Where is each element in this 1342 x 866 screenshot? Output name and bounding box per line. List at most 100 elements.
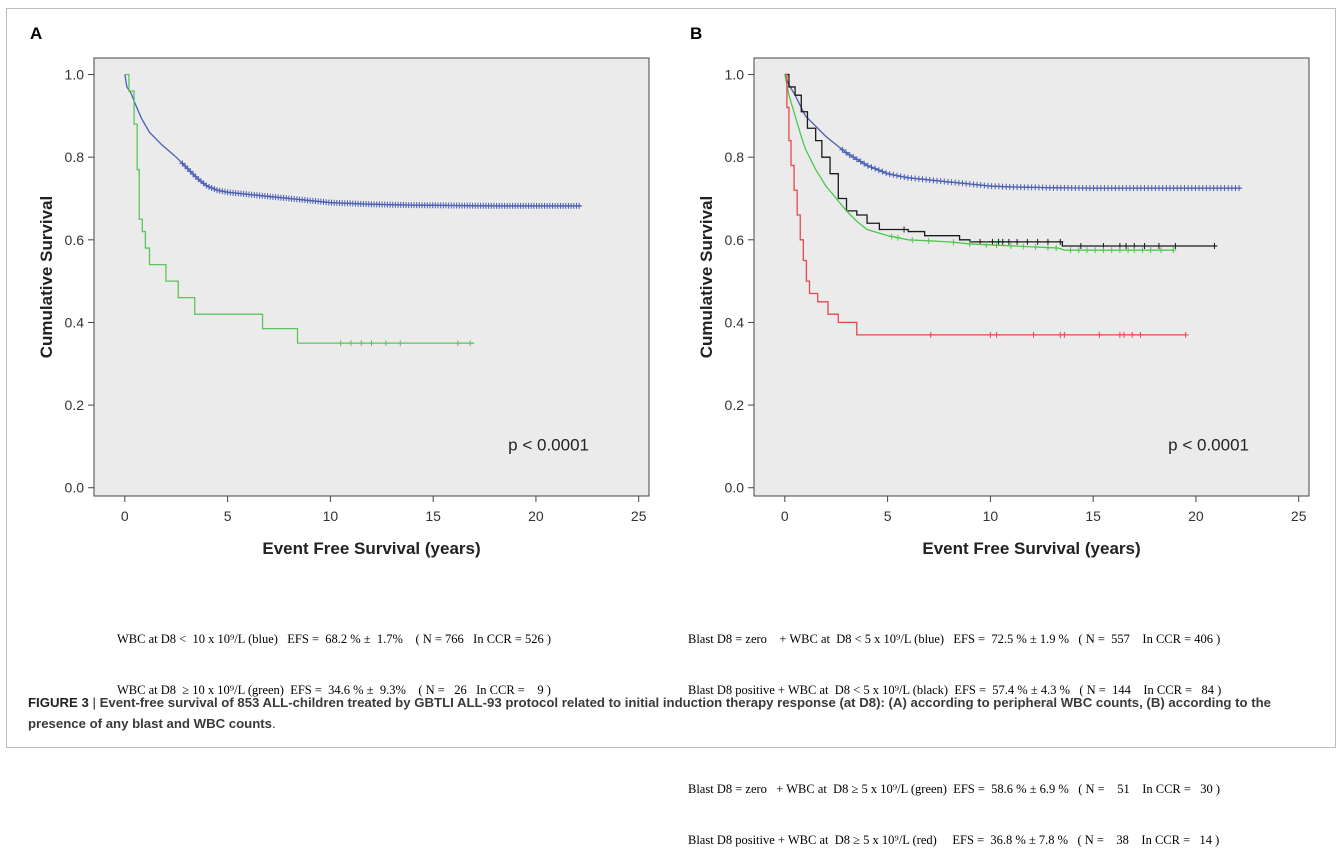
panel-a-series-1-censor-mark (397, 340, 404, 347)
panel-b-series-2-censor-mark (1116, 247, 1123, 254)
panel-a-xtick-label: 25 (631, 508, 647, 524)
panel-b-series-0-censor-mark (893, 172, 900, 179)
legend-b-row-red: Blast D8 positive + WBC at D8 ≥ 5 x 10⁹/… (688, 833, 1220, 847)
panel-a-series-0-censor-mark (203, 182, 210, 189)
legend-a: WBC at D8 < 10 x 10⁹/L (blue) EFS = 68.2… (117, 597, 551, 716)
panel-b-series-1-censor-mark (989, 238, 996, 245)
panel-b-series-1-censor-mark (1044, 238, 1051, 245)
panel-b-ytick-label: 0.4 (725, 314, 745, 330)
panel-b-series-0-censor-mark (1236, 185, 1243, 192)
caption-text: Event-free survival of 853 ALL-children … (28, 695, 1271, 731)
panel-a-series-1-censor-mark (347, 340, 354, 347)
panel-b-series-2-censor-mark (1131, 247, 1138, 254)
panel-a-letter: A (30, 24, 43, 43)
panel-a-y-axis-title: Cumulative Survival (37, 196, 56, 359)
legend-b-row-green: Blast D8 = zero + WBC at D8 ≥ 5 x 10⁹/L … (688, 782, 1221, 796)
panel-b-series-1-censor-mark (999, 238, 1006, 245)
panel-b-series-1-censor-mark (1014, 238, 1021, 245)
panel-b-series-0-censor-mark (875, 167, 882, 174)
panel-b-series-3-line (784, 73, 1186, 336)
panel-b-series-2-censor-mark (1139, 247, 1146, 254)
panel-b-y-axis-title: Cumulative Survival (697, 196, 716, 359)
panel-a-xtick-label: 15 (425, 508, 441, 524)
panel-b-series-2-censor-mark (888, 233, 895, 240)
panel-b-series-2-censor-mark (1147, 247, 1154, 254)
panel-b-ytick-label: 0.0 (725, 480, 745, 496)
panel-a-xtick-label: 20 (528, 508, 544, 524)
panel-b-series-0-censor-mark (857, 158, 864, 165)
panel-a-series-0-censor-mark (576, 202, 583, 209)
panel-b-series-1-censor-mark (1024, 238, 1031, 245)
panel-b-xtick-label: 0 (781, 508, 789, 524)
panel-b-series-1-line (784, 73, 1217, 247)
panel-b-series-1-censor-mark (1141, 243, 1148, 250)
panel-b-series-2-censor-mark (983, 241, 990, 248)
caption-label: FIGURE 3 (28, 695, 89, 710)
panel-a-series-0-censor-mark (206, 183, 213, 190)
panel-b-series-1-censor-mark (1077, 243, 1084, 250)
panel-a-series-0-censor-mark (219, 188, 226, 195)
panel-b-series-0-censor-mark (853, 156, 860, 163)
panel-b-series-2-censor-mark (1053, 244, 1060, 251)
panel-b-ytick-label: 0.8 (725, 149, 745, 165)
panel-a-series-1-censor-mark (358, 340, 365, 347)
panel-a-series-0-censor-mark (208, 184, 215, 191)
panel-b-series-2-censor-mark (1044, 244, 1051, 251)
panel-a-p-value: p < 0.0001 (508, 436, 589, 455)
panel-b-series-0-censor-mark (872, 165, 879, 172)
panel-b-series-2-censor-mark (1075, 247, 1082, 254)
panel-a-x-axis-title: Event Free Survival (years) (262, 539, 480, 558)
panel-b-series-2-censor-mark (1092, 247, 1099, 254)
panel-a-series-1-line (124, 73, 475, 344)
panel-b-series-2-censor-mark (925, 237, 932, 244)
panel-a-series-1-censor-mark (382, 340, 389, 347)
panel-a-series-0-censor-mark (182, 163, 189, 170)
legend-b-row-blue: Blast D8 = zero + WBC at D8 < 5 x 10⁹/L … (688, 632, 1221, 646)
panel-b-series-2-censor-mark (1108, 247, 1115, 254)
legend-b-spacer (688, 733, 1221, 747)
panel-b-series-3-censor-mark (987, 331, 994, 338)
panel-b: B 0.0 0.2 0.4 0.6 0.8 1.0 0 5 10 15 20 25 Event Free… (684, 20, 1342, 640)
panel-b-series-1-censor-mark (1211, 243, 1218, 250)
panel-b-series-2-censor-mark (894, 234, 901, 241)
panel-a-ytick-label: 1.0 (65, 67, 85, 83)
panel-b-series-2-censor-mark (1158, 247, 1164, 254)
legend-b-row-black: Blast D8 positive + WBC at D8 < 5 x 10⁹/… (688, 683, 1222, 697)
panel-b-series-3-censor-mark (1182, 331, 1189, 338)
panel-b-series-2-censor-mark (1125, 247, 1132, 254)
caption-period: . (272, 716, 276, 731)
panel-a-xtick-label: 10 (323, 508, 339, 524)
panel-a-series-1-censor-mark (454, 340, 461, 347)
legend-a-row-blue: WBC at D8 < 10 x 10⁹/L (blue) EFS = 68.2… (117, 632, 552, 646)
panel-b-ytick-label: 0.6 (725, 232, 745, 248)
panel-b-letter: B (690, 24, 703, 43)
panel-b-xtick-label: 25 (1291, 508, 1307, 524)
panel-a-ytick-label: 0.8 (65, 149, 85, 165)
panel-b-series-1-censor-mark (901, 226, 908, 233)
panel-b-series-1-censor-mark (1034, 238, 1041, 245)
panel-a-series-0-censor-mark (184, 165, 191, 172)
panel-a-series-0-censor-mark (211, 186, 218, 193)
panel-b-chart: 0.0 0.2 0.4 0.6 0.8 1.0 0 5 10 15 20 25 Event Free S… (697, 57, 1310, 558)
panel-a-series-1-censor-mark (467, 340, 474, 347)
panel-b-series-3-censor-mark (1121, 331, 1127, 338)
panel-b-series-0-censor-mark (861, 160, 868, 167)
panel-a-series-1-censor-mark (368, 340, 375, 347)
panel-b-series-3-censor-mark (1129, 331, 1136, 338)
panel-b-series-3-censor-mark (1137, 331, 1144, 338)
figure-frame (6, 8, 1336, 748)
caption-separator: | (88, 695, 100, 710)
panel-a-plot-area (93, 57, 650, 497)
panel-a-ytick-label: 0.6 (65, 232, 85, 248)
panel-a: A 0.0 0.2 0.4 0.6 0.8 1.0 0 5 10 15 20 25 Event Free… (24, 20, 684, 640)
panel-b-series-2-censor-mark (1020, 243, 1027, 250)
panel-a-xtick-label: 5 (224, 508, 232, 524)
panel-b-series-3-censor-mark (1030, 331, 1037, 338)
panel-a-series-0-censor-mark (179, 160, 186, 167)
panel-b-plot-area (753, 57, 1310, 497)
panel-b-series-0-censor-mark (846, 151, 853, 158)
panel-a-series-0-censor-mark (221, 188, 228, 195)
panel-b-series-2-censor-mark (1084, 247, 1090, 254)
panel-b-series-0-censor-mark (901, 174, 908, 181)
panel-a-chart: 0.0 0.2 0.4 0.6 0.8 1.0 0 5 10 15 20 25 Event Free S… (37, 57, 650, 558)
